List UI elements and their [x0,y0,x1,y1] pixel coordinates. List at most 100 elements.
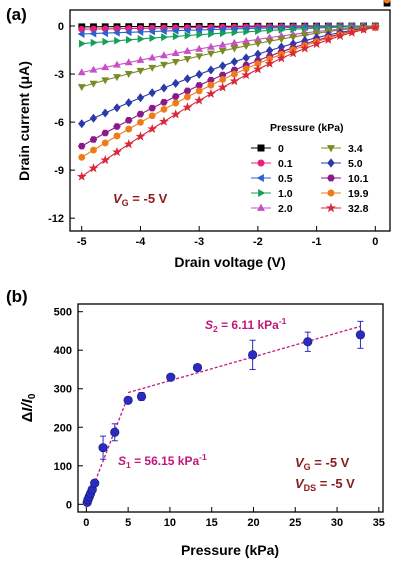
legend-swatch-marker [326,145,336,153]
data-point [277,36,286,44]
y-tick-label: -12 [48,213,64,225]
data-point [184,93,191,101]
data-point [243,27,251,36]
data-point [113,60,121,68]
legend-swatch-marker [257,159,265,167]
data-point [171,49,180,57]
data-point [303,337,313,347]
data-point [195,69,203,79]
data-point [161,33,169,42]
data-point [160,51,168,59]
series-line [81,26,376,158]
data-point [253,64,263,74]
panel-b-vds-annotation: VDS = -5 V [295,476,355,493]
data-point [231,28,239,37]
data-point [160,83,168,93]
legend-entry: 10.1 [348,173,369,185]
data-point [278,25,286,34]
data-point [289,34,298,42]
data-point [112,146,122,157]
data-point [207,81,215,89]
panel-a-label: (a) [6,5,27,24]
data-point [206,88,216,98]
data-point [208,30,216,38]
data-point [254,49,262,59]
data-point [172,78,180,88]
x-tick-label: -3 [194,236,204,248]
legend-entry: 0 [278,143,284,155]
data-point [136,391,147,402]
data-point [288,48,298,58]
data-point [124,117,133,124]
data-point [217,82,228,92]
data-point [192,362,203,373]
data-point [219,61,227,71]
y-tick-label: -9 [54,165,64,177]
data-point [182,102,193,112]
data-point [248,350,258,360]
data-point [160,105,168,113]
data-point [171,26,179,35]
data-point [89,29,97,38]
data-point [125,98,133,108]
y-tick-label: 0 [58,21,64,33]
x-tick-label: -5 [77,236,87,248]
data-point [148,27,155,36]
data-point [101,63,110,71]
y-tick-label: 200 [54,422,72,434]
data-point [159,116,169,126]
data-point [253,40,262,48]
data-point [113,132,121,140]
data-point [77,30,85,38]
data-point [355,330,366,340]
data-point [183,87,192,95]
data-point [136,27,144,36]
data-point [183,56,192,64]
data-point [370,22,381,32]
y-tick-label: 300 [54,384,72,396]
data-point [101,29,109,38]
x-tick-label: -2 [253,236,263,248]
data-point [136,93,145,103]
data-point [172,32,180,41]
panel-a-legend: Pressure (kPa) 0 0.1 0.5 1.0 2.0 3.4 5.0 10.1 19… [251,122,369,215]
legend-entry: 2.0 [278,203,293,215]
data-point [113,74,121,82]
data-point [124,58,133,66]
data-point [230,57,239,67]
data-point [148,112,156,120]
legend-entry: 1.0 [278,188,293,200]
data-point [241,69,251,80]
data-point [148,104,156,112]
legend-swatch-marker [327,174,335,182]
data-point [77,142,86,150]
data-point [124,28,132,37]
data-point [195,82,203,89]
data-point [219,76,227,83]
legend-swatch-marker [257,144,265,152]
legend-entry: 5.0 [348,158,363,170]
data-point [255,27,263,36]
data-point [125,35,133,44]
data-point [160,61,168,69]
data-point [125,125,133,133]
data-point [171,93,180,100]
data-point [110,427,120,437]
data-point [242,43,251,51]
s1-annotation: S1 = 56.15 kPa-1 [118,452,207,470]
data-point [113,123,121,130]
x-tick-label: 30 [331,517,343,529]
data-point [101,139,109,147]
legend-title: Pressure (kPa) [270,122,344,134]
panel-a-axes: -5 -4 -3 -2 -1 0 0 -3 -6 -9 -12 [48,9,391,248]
x-tick-label: -1 [312,236,322,248]
data-point [194,95,204,105]
data-point [194,26,202,34]
x-tick-label: 0 [372,236,378,248]
data-point [311,38,322,49]
panel-b-label: (b) [6,287,28,306]
data-point [124,71,133,78]
data-point [136,67,145,75]
data-point [89,80,98,88]
